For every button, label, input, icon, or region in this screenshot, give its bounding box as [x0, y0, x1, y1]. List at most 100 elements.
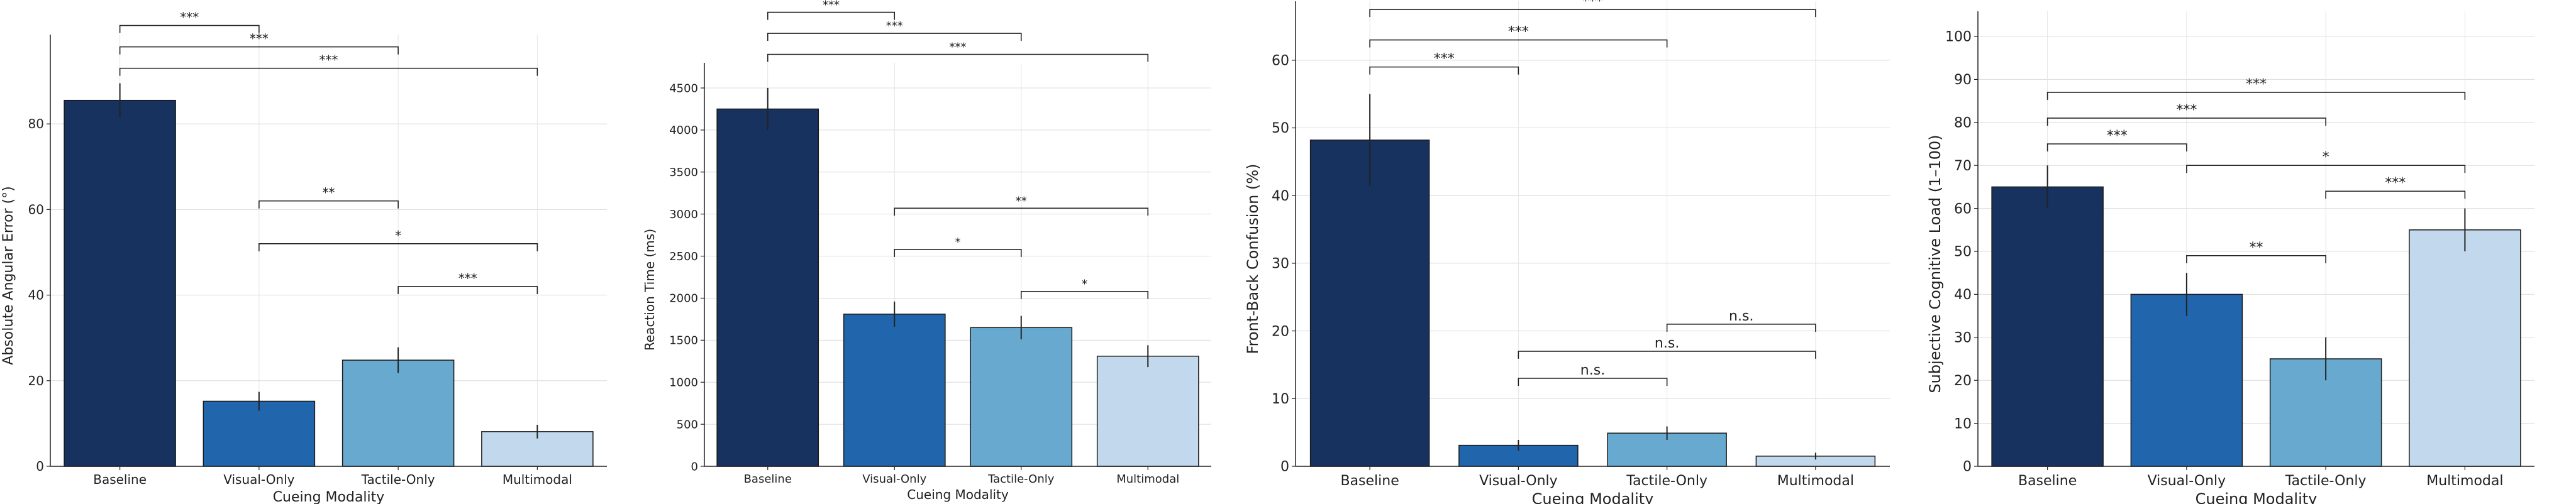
bracket-line — [119, 67, 538, 76]
y-tick-label: 3500 — [669, 166, 698, 179]
bar-visual-only — [843, 314, 946, 467]
x-tick-label: Multimodal — [1116, 473, 1179, 486]
x-axis-label: Cueing Modality — [2196, 490, 2318, 504]
y-tick-label: 40 — [1954, 287, 1972, 303]
y-tick-label: 10 — [1954, 416, 1972, 432]
bracket-line — [894, 207, 1149, 216]
y-tick-label: 10 — [1272, 392, 1289, 407]
significance-label: *** — [2246, 77, 2267, 92]
x-axis-label: Cueing Modality — [273, 490, 385, 504]
y-tick-label: 50 — [1272, 121, 1289, 136]
significance-bracket: *** — [119, 53, 538, 76]
significance-label: *** — [2176, 102, 2197, 118]
significance-bracket: ** — [2186, 240, 2326, 263]
y-tick-label: 500 — [677, 418, 698, 431]
significance-bracket: * — [1020, 278, 1149, 299]
significance-bracket: n.s. — [1518, 363, 1668, 386]
significance-label: *** — [319, 53, 338, 68]
y-tick-label: 60 — [1272, 53, 1289, 69]
x-tick-label: Baseline — [93, 472, 147, 487]
y-tick-label: 40 — [1272, 189, 1289, 204]
bracket-line — [2186, 255, 2326, 263]
bracket-line — [1369, 66, 1519, 75]
y-tick-label: 20 — [1272, 324, 1289, 339]
significance-label: *** — [1508, 25, 1529, 40]
y-tick-label: 0 — [691, 460, 698, 473]
x-axis-label: Cueing Modality — [1532, 490, 1654, 504]
y-tick-label: 20 — [28, 373, 44, 388]
y-axis-label: Front-Back Confusion (%) — [1244, 164, 1262, 354]
y-axis-label: Subjective Cognitive Load (1–100) — [1926, 134, 1944, 393]
significance-label: ** — [2250, 240, 2263, 256]
x-axis-label: Cueing Modality — [907, 487, 1009, 502]
y-axis-label: Absolute Angular Error (°) — [1, 186, 16, 364]
bar-tactile-only — [970, 327, 1073, 467]
bracket-line — [119, 46, 399, 55]
bracket-line — [1666, 324, 1816, 332]
significance-bracket: *** — [1369, 0, 1816, 18]
x-tick-label: Visual-Only — [1479, 473, 1558, 489]
chart-panel-3: 0 10 20 30 40 50 60 Baseline Visual-Only Tactile-… — [1244, 0, 1890, 504]
bar-multimodal — [1096, 356, 1199, 467]
y-tick-label: 80 — [1954, 116, 1972, 131]
significance-label: *** — [250, 31, 269, 47]
y-tick-label: 1000 — [669, 376, 698, 390]
y-tick-label: 100 — [1945, 30, 1972, 45]
significance-bracket: *** — [2046, 77, 2466, 100]
significance-bracket: *** — [767, 40, 1149, 62]
bracket-line — [2046, 118, 2326, 126]
x-tick-label: Baseline — [1340, 473, 1399, 489]
significance-label: *** — [1582, 0, 1603, 9]
significance-label: *** — [2385, 175, 2406, 191]
significance-bracket: * — [258, 228, 538, 251]
y-tick-label: 60 — [1954, 201, 1972, 217]
y-tick-label: 40 — [28, 288, 44, 303]
y-tick-label: 0 — [1280, 459, 1289, 475]
bracket-line — [1369, 9, 1816, 18]
significance-bracket: *** — [767, 0, 896, 20]
x-tick-label: Baseline — [744, 473, 792, 486]
x-tick-label: Tactile-Only — [1626, 473, 1707, 489]
significance-bracket: * — [2186, 150, 2466, 173]
y-tick-label: 4500 — [669, 82, 698, 95]
bracket-line — [258, 200, 399, 209]
significance-label: *** — [2107, 128, 2128, 144]
bar-tactile-only — [341, 359, 455, 467]
y-tick-label: 50 — [1954, 244, 1972, 260]
y-tick-label: 30 — [1272, 256, 1289, 272]
bar-baseline — [716, 108, 819, 467]
y-tick-label: 80 — [28, 116, 44, 131]
significance-label: *** — [458, 271, 477, 286]
gridlines — [1296, 1, 1890, 466]
bracket-line — [767, 53, 1149, 62]
bar-baseline — [1309, 140, 1430, 467]
x-tick-label: Visual-Only — [223, 472, 294, 487]
y-tick-label: 0 — [1963, 459, 1972, 475]
y-tick-label: 4000 — [669, 124, 698, 137]
significance-bracket: ** — [258, 185, 399, 209]
significance-label: *** — [823, 0, 840, 12]
y-tick-label: 90 — [1954, 72, 1972, 88]
significance-bracket: *** — [119, 31, 399, 55]
bar-multimodal — [2409, 229, 2521, 467]
bracket-line — [1518, 378, 1668, 386]
significance-bracket: * — [894, 236, 1022, 257]
x-tick-label: Visual-Only — [2148, 473, 2226, 489]
significance-label: * — [395, 228, 401, 243]
bracket-line — [397, 286, 538, 294]
bar-visual-only — [203, 400, 316, 467]
bracket-line — [2046, 143, 2187, 151]
x-tick-label: Tactile-Only — [361, 472, 435, 487]
bar-baseline — [64, 99, 176, 467]
x-tick-label: Multimodal — [502, 472, 572, 487]
significance-label: * — [2323, 150, 2329, 165]
x-tick-label: Baseline — [2018, 473, 2077, 489]
y-tick-label: 0 — [36, 459, 44, 474]
bracket-line — [1020, 290, 1149, 299]
bracket-line — [894, 249, 1022, 257]
x-tick-label: Tactile-Only — [2285, 473, 2367, 489]
significance-bracket: *** — [1369, 25, 1668, 48]
y-tick-label: 3000 — [669, 208, 698, 221]
bracket-line — [1369, 39, 1668, 48]
significance-label: ** — [323, 185, 335, 200]
